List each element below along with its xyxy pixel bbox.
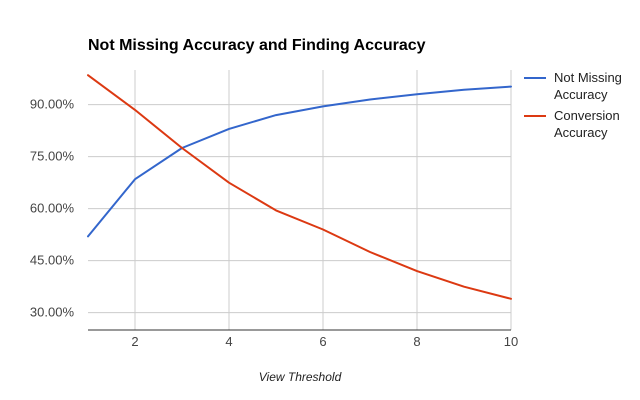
x-tick-label: 2 <box>131 334 138 349</box>
x-tick-label: 6 <box>319 334 326 349</box>
legend-label: Accuracy <box>554 87 608 102</box>
axes: 30.00% 45.00% 60.00% 75.00% 90.00% 2 4 6 8 10 <box>30 97 518 349</box>
legend-label: Conversion <box>554 108 620 123</box>
x-tick-label: 4 <box>225 334 232 349</box>
x-tick-label: 10 <box>504 334 518 349</box>
x-axis-title: View Threshold <box>259 370 342 384</box>
series-lines <box>87 74 512 300</box>
y-tick-label: 60.00% <box>30 201 75 216</box>
chart-title: Not Missing Accuracy and Finding Accurac… <box>88 37 426 54</box>
legend: Not Missing Accuracy Conversion Accuracy <box>524 70 622 140</box>
x-tick-label: 8 <box>413 334 420 349</box>
series-line-1 <box>87 85 512 238</box>
legend-label: Not Missing <box>554 70 622 85</box>
gridlines <box>88 70 512 330</box>
series-line-2 <box>87 74 512 300</box>
y-tick-label: 30.00% <box>30 305 75 320</box>
legend-label: Accuracy <box>554 125 608 140</box>
y-tick-label: 45.00% <box>30 253 75 268</box>
y-tick-label: 75.00% <box>30 149 75 164</box>
y-tick-label: 90.00% <box>30 97 75 112</box>
